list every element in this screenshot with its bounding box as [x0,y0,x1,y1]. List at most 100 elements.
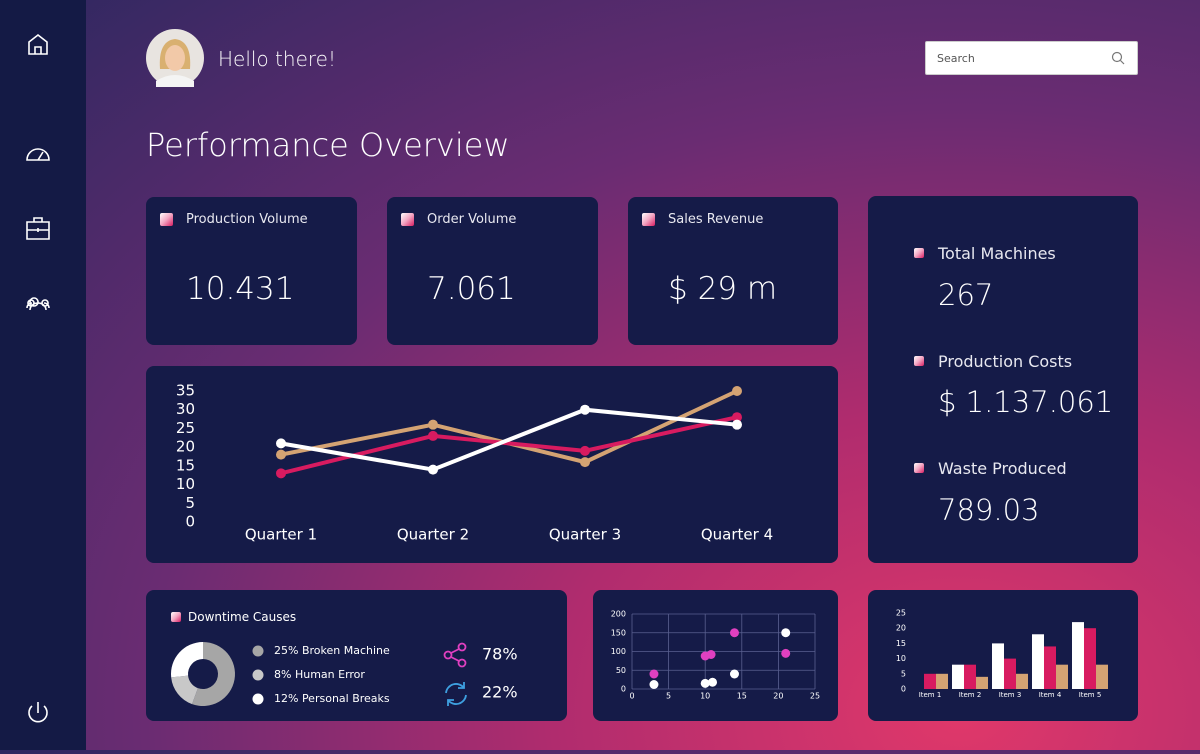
point [276,438,286,449]
y-tick-label: 10 [896,654,906,663]
share-icon [443,642,467,668]
bar [952,664,964,689]
metric-value: 78% [482,645,518,664]
y-tick-label: 25 [896,609,906,618]
avatar-face [165,45,185,71]
stat-marker [914,463,924,473]
search-placeholder: Search [937,52,975,65]
x-tick-label: Item 1 [919,691,942,699]
point [700,678,710,688]
refresh-icon [445,682,467,706]
downtime-card: Downtime Causes 25% Broken Machine 8% Hum… [146,590,567,721]
team-icon[interactable] [26,297,50,311]
legend-label: 25% Broken Machine [274,644,390,657]
x-tick-label: 25 [810,692,820,701]
kpi-label: Sales Revenue [668,212,764,227]
point [781,628,791,638]
point [732,412,742,423]
search-icon[interactable] [1111,51,1125,65]
y-tick-label: 150 [611,628,626,637]
x-tick-label: Item 2 [959,691,982,699]
x-tick-label: Item 4 [1039,691,1062,699]
sidebar-icons [26,33,50,723]
y-tick-label: 25 [176,419,195,437]
point [729,669,739,679]
line-chart-card: 0 5 10 15 20 25 30 35 Quarter 1 Quarter 2 Quarter … [146,366,838,563]
y-tick-label: 5 [185,494,195,512]
home-icon[interactable] [28,33,48,55]
y-tick-label: 5 [901,669,906,678]
briefcase-icon[interactable] [26,217,50,240]
point [580,404,590,415]
stat-value: 267 [938,278,994,312]
bar [1044,646,1056,689]
stats-card: Total Machines 267 Production Costs $ 1.… [868,196,1138,563]
legend-dot [252,645,264,657]
bar [924,673,936,689]
avatar [146,29,204,87]
x-tick-label: 5 [666,692,671,701]
point [706,650,716,659]
x-tick-label: 10 [700,692,710,701]
search-box[interactable]: Search [925,41,1138,75]
kpi-card: Production Volume 10.431 [146,197,357,345]
y-tick-label: 10 [176,475,195,493]
point [428,464,438,475]
x-tick-label: Quarter 1 [245,526,317,544]
stat-label: Production Costs [938,352,1073,371]
point [732,419,742,430]
x-tick-label: Quarter 4 [701,526,773,544]
line [280,389,738,465]
point [649,680,659,689]
legend-label: 8% Human Error [274,668,365,681]
x-tick-label: Item 5 [1079,691,1102,699]
dashboard-icon[interactable] [26,148,50,161]
y-tick-label: 50 [616,666,626,675]
x-tick-label: 15 [737,692,747,701]
downtime-title: Downtime Causes [188,610,297,624]
x-tick-label: Item 3 [999,691,1022,699]
legend-dot [252,669,264,681]
point [708,677,718,687]
scatter-card: 0 5 10 15 20 25 0 50 100 150 200 [593,590,838,721]
bar [964,664,976,689]
point [428,419,438,430]
kpi-marker [401,213,414,226]
y-tick-label: 30 [176,400,195,418]
stat-label: Total Machines [938,244,1056,263]
bar [1032,634,1044,689]
bar [1072,622,1084,689]
bar [1096,664,1108,689]
point [729,628,739,638]
bar [1056,664,1068,689]
point [276,468,286,479]
line [280,407,738,472]
kpi-card: Sales Revenue $ 29 m [628,197,838,345]
x-tick-label: 0 [629,692,634,701]
point [781,648,791,658]
kpi-value: $ 29 m [668,271,778,307]
stat-marker [914,248,924,258]
donut-segment [192,642,235,706]
point [580,445,590,456]
power-icon[interactable] [28,702,48,723]
y-tick-label: 0 [901,685,906,694]
point [649,669,659,679]
bar [992,643,1004,689]
y-tick-label: 0 [185,513,195,531]
y-tick-label: 20 [176,438,195,456]
bar [976,676,988,689]
x-tick-label: Quarter 3 [549,526,621,544]
downtime-chart: 25% Broken Machine 8% Human Error 12% Pers… [171,642,518,706]
kpi-card: Order Volume 7.061 [387,197,598,345]
donut-segment [171,642,203,678]
y-tick-label: 0 [621,685,626,694]
y-tick-label: 35 [176,382,195,400]
metric-value: 22% [482,683,518,702]
y-tick-label: 200 [611,610,626,619]
kpi-marker [160,213,173,226]
avatar-shirt [156,75,194,87]
bar [1084,628,1096,689]
point [580,457,590,468]
